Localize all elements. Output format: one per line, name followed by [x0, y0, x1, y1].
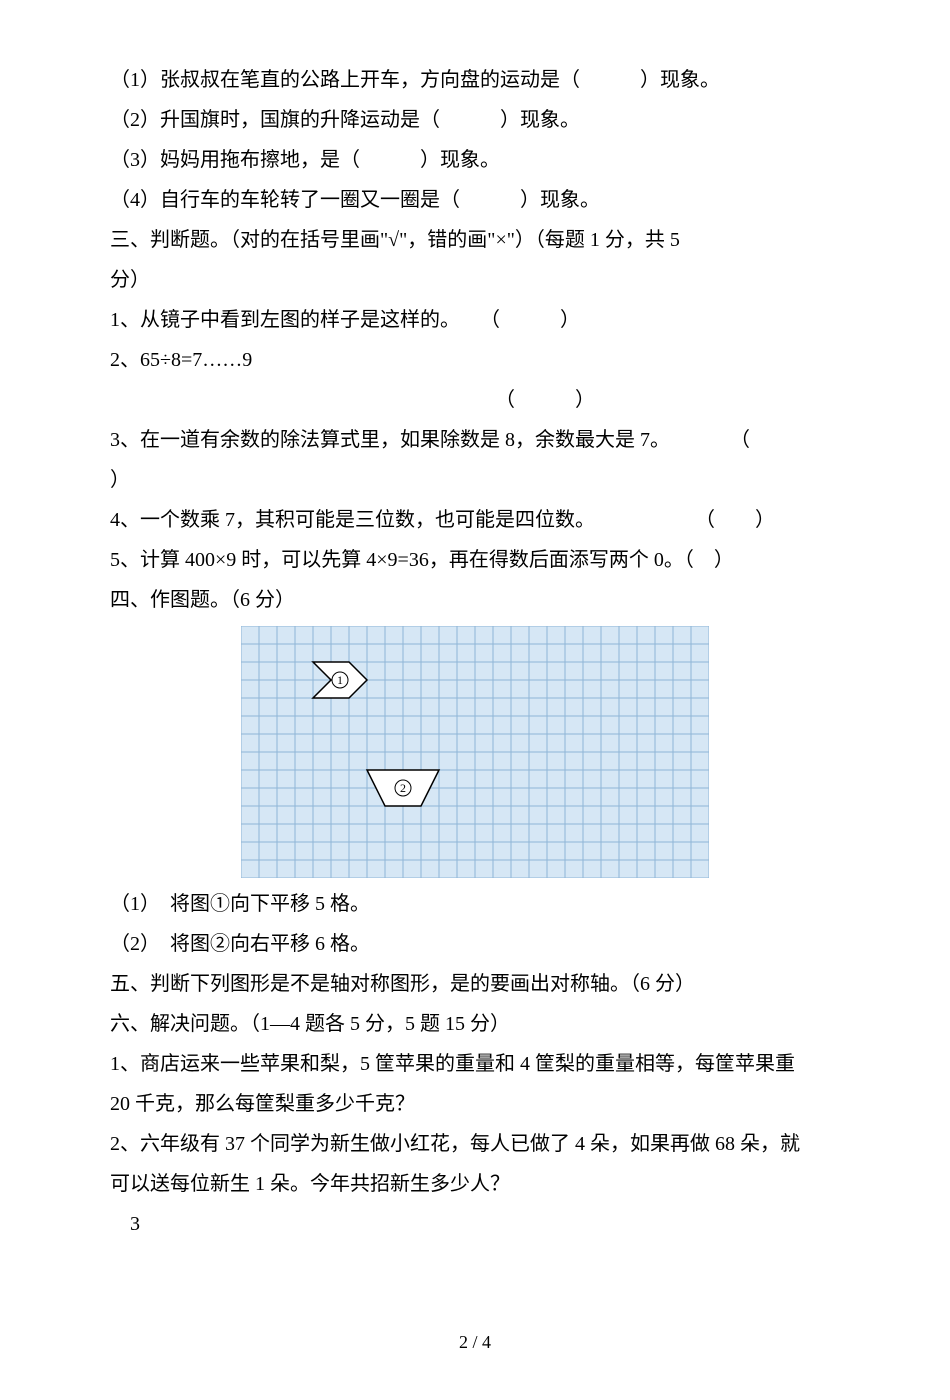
- q3-item-3b: ）: [110, 460, 840, 500]
- q3-item-4: 4、一个数乘 7，其积可能是三位数，也可能是四位数。 （ ）: [110, 500, 840, 540]
- q3-item-3a: 3、在一道有余数的除法算式里，如果除数是 8，余数最大是 7。 （: [110, 420, 840, 460]
- grid-svg: 12: [241, 626, 709, 878]
- q4-item-1: （1） 将图①向下平移 5 格。: [110, 884, 840, 924]
- q3-item-2a: 2、65÷8=7……9: [110, 340, 840, 380]
- svg-text:1: 1: [337, 673, 343, 687]
- q4-item-2: （2） 将图②向右平移 6 格。: [110, 924, 840, 964]
- section4-title: 四、作图题。（6 分）: [110, 580, 840, 620]
- section3-title-line1: 三、判断题。（对的在括号里画"√"，错的画"×"）（每题 1 分，共 5: [110, 220, 840, 260]
- q3-item-1: 1、从镜子中看到左图的样子是这样的。 （ ）: [110, 300, 840, 340]
- section3-title-line2: 分）: [110, 260, 840, 300]
- section5-title: 五、判断下列图形是不是轴对称图形，是的要画出对称轴。（6 分）: [110, 964, 840, 1004]
- q6-1-line1: 1、商店运来一些苹果和梨，5 筐苹果的重量和 4 筐梨的重量相等，每筐苹果重: [110, 1044, 840, 1084]
- q2-item-2: （2）升国旗时，国旗的升降运动是（ ）现象。: [110, 100, 840, 140]
- q2-item-1: （1）张叔叔在笔直的公路上开车，方向盘的运动是（ ）现象。: [110, 60, 840, 100]
- grid-figure: 12: [110, 626, 840, 878]
- q6-1-line2: 20 千克，那么每筐梨重多少千克？: [110, 1084, 840, 1124]
- svg-text:2: 2: [400, 781, 406, 795]
- q3-item-2b: （ ）: [110, 380, 840, 420]
- section6-title: 六、解决问题。（1—4 题各 5 分，5 题 15 分）: [110, 1004, 840, 1044]
- q6-2-line1: 2、六年级有 37 个同学为新生做小红花，每人已做了 4 朵，如果再做 68 朵…: [110, 1124, 840, 1164]
- loose-number-3: 3: [130, 1204, 840, 1244]
- q2-item-3: （3）妈妈用拖布擦地，是（ ）现象。: [110, 140, 840, 180]
- q3-item-5: 5、计算 400×9 时，可以先算 4×9=36，再在得数后面添写两个 0。（ …: [110, 540, 840, 580]
- q2-item-4: （4）自行车的车轮转了一圈又一圈是（ ）现象。: [110, 180, 840, 220]
- page-number: 2 / 4: [110, 1324, 840, 1360]
- q6-2-line2: 可以送每位新生 1 朵。今年共招新生多少人？: [110, 1164, 840, 1204]
